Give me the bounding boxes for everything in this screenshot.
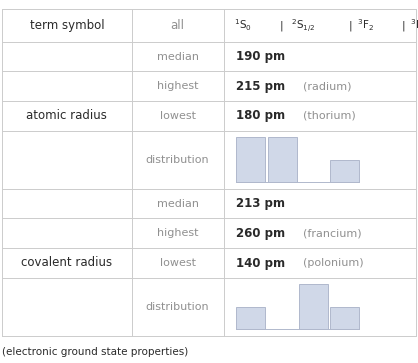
Text: 260 pm: 260 pm xyxy=(236,227,285,240)
Text: $^3$P$_2$: $^3$P$_2$ xyxy=(410,18,418,33)
Text: median: median xyxy=(157,52,199,62)
Text: (polonium): (polonium) xyxy=(303,258,364,268)
Text: 213 pm: 213 pm xyxy=(236,197,285,210)
Text: atomic radius: atomic radius xyxy=(26,109,107,122)
Text: distribution: distribution xyxy=(146,302,209,312)
Bar xyxy=(236,307,265,329)
Text: highest: highest xyxy=(157,228,199,238)
Bar xyxy=(330,307,359,329)
Text: 140 pm: 140 pm xyxy=(236,257,285,269)
Text: highest: highest xyxy=(157,81,199,91)
Text: $^3$F$_2$: $^3$F$_2$ xyxy=(357,18,375,33)
Text: all: all xyxy=(171,19,185,32)
Text: covalent radius: covalent radius xyxy=(21,256,112,269)
Bar xyxy=(236,137,265,182)
Text: 190 pm: 190 pm xyxy=(236,50,285,63)
Text: 180 pm: 180 pm xyxy=(236,110,285,122)
Bar xyxy=(330,160,359,182)
Text: (electronic ground state properties): (electronic ground state properties) xyxy=(2,347,189,357)
Text: $^1$S$_0$: $^1$S$_0$ xyxy=(234,18,252,33)
Text: |: | xyxy=(280,20,284,30)
Text: distribution: distribution xyxy=(146,155,209,165)
Text: |: | xyxy=(401,20,405,30)
Bar xyxy=(268,137,297,182)
Text: (radium): (radium) xyxy=(303,81,352,91)
Text: (francium): (francium) xyxy=(303,228,362,238)
Text: 215 pm: 215 pm xyxy=(236,80,285,93)
Text: lowest: lowest xyxy=(160,111,196,121)
Text: $^2$S$_{1/2}$: $^2$S$_{1/2}$ xyxy=(291,17,315,34)
Text: |: | xyxy=(349,20,353,30)
Text: lowest: lowest xyxy=(160,258,196,268)
Bar xyxy=(299,284,328,329)
Text: median: median xyxy=(157,199,199,209)
Text: term symbol: term symbol xyxy=(30,19,104,32)
Text: (thorium): (thorium) xyxy=(303,111,356,121)
